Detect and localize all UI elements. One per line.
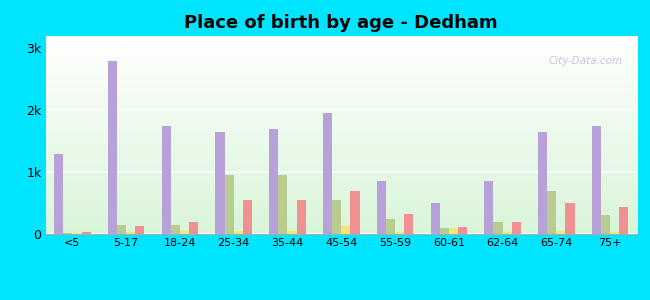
Bar (547, 191, 556, 234)
Bar (377, 182, 386, 234)
Bar (448, 228, 458, 234)
Bar (234, 231, 243, 234)
Text: City-Data.com: City-Data.com (548, 56, 622, 66)
Bar (117, 225, 126, 234)
Bar (162, 126, 171, 234)
Bar (592, 126, 601, 234)
Bar (215, 132, 224, 234)
Bar (296, 200, 306, 234)
Bar (180, 231, 189, 234)
Bar (108, 61, 117, 234)
Bar (81, 232, 90, 234)
Bar (395, 232, 404, 234)
Bar (601, 215, 610, 234)
Bar (556, 231, 566, 234)
Bar (126, 232, 135, 234)
Bar (171, 225, 180, 234)
Bar (332, 200, 341, 234)
Bar (63, 233, 72, 234)
Bar (386, 218, 395, 234)
Bar (484, 182, 493, 234)
Bar (72, 233, 81, 234)
Bar (278, 175, 287, 234)
Bar (458, 226, 467, 234)
Bar (439, 228, 448, 234)
Bar (341, 226, 350, 234)
Bar (323, 113, 332, 234)
Bar (493, 222, 502, 234)
Title: Place of birth by age - Dedham: Place of birth by age - Dedham (185, 14, 498, 32)
Bar (566, 203, 575, 234)
Bar (502, 232, 512, 234)
Bar (135, 226, 144, 234)
Bar (350, 191, 359, 234)
Bar (287, 231, 296, 234)
Bar (404, 214, 413, 234)
Bar (538, 132, 547, 234)
Bar (269, 129, 278, 234)
Bar (610, 232, 619, 234)
Bar (243, 200, 252, 234)
Bar (430, 203, 439, 234)
Bar (619, 207, 629, 234)
Bar (189, 222, 198, 234)
Bar (224, 175, 234, 234)
Bar (512, 222, 521, 234)
Bar (54, 154, 63, 234)
